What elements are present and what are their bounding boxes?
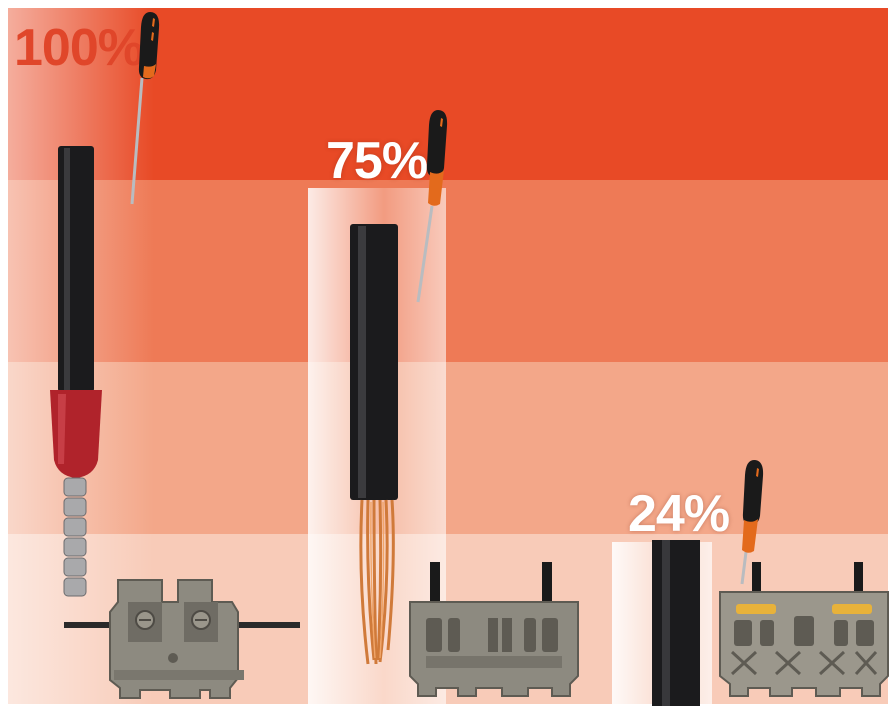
- stripped-stranded-cable-icon: [350, 224, 398, 665]
- screw-terminal-block-icon: [64, 579, 300, 699]
- percent-label-75: 75%: [326, 132, 428, 190]
- spring-terminal-block-icon: [409, 562, 579, 697]
- percent-label-24: 24%: [628, 485, 730, 543]
- screwdriver-icon: [416, 110, 448, 303]
- background-band-upper: [8, 180, 888, 362]
- solid-cable-icon: [652, 540, 700, 706]
- cable-with-ferrule-icon: [50, 146, 102, 597]
- background-band-lower: [8, 362, 888, 534]
- push-in-terminal-block-icon: [719, 562, 889, 697]
- screwdriver-icon: [130, 12, 160, 205]
- percent-label-100: 100%: [14, 19, 144, 77]
- screwdriver-icon: [740, 460, 764, 585]
